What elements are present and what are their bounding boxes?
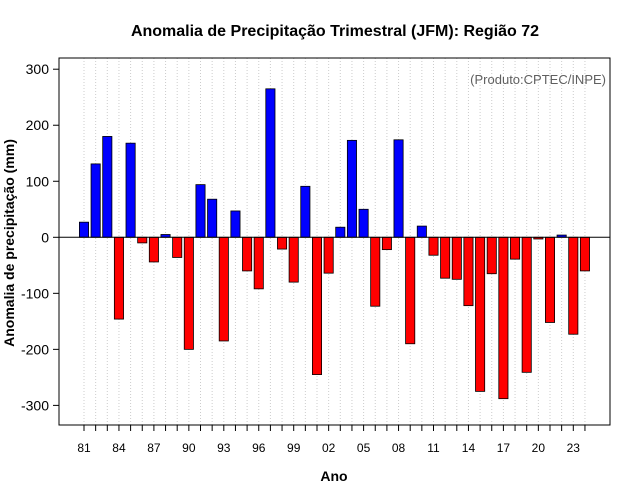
bar-1982: [90, 163, 101, 238]
bar-2018: [510, 236, 521, 260]
bar-1995: [242, 236, 253, 272]
y-tick-label: -200: [21, 341, 49, 357]
x-axis-label: Ano: [320, 468, 347, 484]
x-tick-label: 11: [427, 441, 440, 455]
y-tick-label: 0: [41, 229, 49, 245]
bar-1989: [172, 236, 183, 258]
bar-2021: [545, 236, 556, 323]
x-tick-label: 87: [147, 441, 161, 455]
bar-2003: [335, 226, 346, 238]
y-tick-label: 200: [26, 117, 50, 133]
bar-1999: [288, 236, 299, 283]
chart-title: Anomalia de Precipitação Trimestral (JFM…: [131, 23, 539, 40]
bar-2007: [381, 236, 392, 251]
x-tick-label: 05: [357, 441, 371, 455]
bar-series: [79, 88, 590, 400]
vertical-gridlines: [83, 58, 586, 425]
bar-2006: [370, 236, 381, 307]
y-tick-label: -300: [21, 397, 49, 413]
x-tick-label: 23: [567, 441, 581, 455]
bar-1983: [102, 136, 113, 238]
bar-1997: [265, 88, 276, 238]
bar-2001: [311, 236, 322, 375]
bar-1986: [137, 236, 148, 244]
y-tick-label: -100: [21, 285, 49, 301]
x-tick-label: 02: [322, 441, 336, 455]
x-tick-label: 20: [532, 441, 546, 455]
bar-2009: [405, 236, 416, 345]
y-axis-label: Anomalia de precipitação (mm): [1, 139, 17, 347]
bar-2023: [568, 236, 579, 335]
bar-1990: [183, 236, 194, 350]
x-tick-label: 08: [392, 441, 406, 455]
x-tick-label: 99: [287, 441, 301, 455]
bar-1991: [195, 184, 206, 238]
plot-frame: [58, 57, 611, 426]
x-tick-label: 90: [182, 441, 196, 455]
bar-2002: [323, 236, 334, 274]
bar-1984: [113, 236, 124, 320]
y-tick-label: 100: [26, 173, 50, 189]
bar-2017: [498, 236, 509, 400]
bar-2000: [300, 185, 311, 238]
bar-2005: [358, 208, 369, 238]
bar-2013: [451, 236, 462, 280]
bar-2024: [579, 236, 590, 272]
bar-2010: [416, 225, 427, 238]
bar-2014: [463, 236, 474, 307]
bar-2012: [440, 236, 451, 279]
x-tick-label: 93: [217, 441, 231, 455]
bar-1987: [148, 236, 159, 263]
bar-1996: [253, 236, 264, 290]
x-tick-label: 96: [252, 441, 266, 455]
x-tick-label: 81: [77, 441, 91, 455]
x-tick-label: 14: [462, 441, 476, 455]
bar-1992: [207, 198, 218, 238]
bar-2011: [428, 236, 439, 256]
bar-2015: [475, 236, 486, 392]
bar-1981: [79, 221, 90, 238]
bar-1998: [277, 236, 288, 250]
bar-2016: [486, 236, 497, 275]
bar-2019: [521, 236, 532, 373]
bar-1993: [218, 236, 229, 342]
x-axis: 81 84 87 90 93 96 99 02 05 08 11 14 17 20 23: [77, 425, 586, 455]
bar-2004: [346, 139, 357, 238]
y-axis: 300 200 100 0 -100 -200 -300: [21, 61, 59, 413]
y-tick-label: 300: [26, 61, 50, 77]
bar-1985: [125, 142, 136, 238]
x-tick-label: 17: [497, 441, 511, 455]
x-tick-label: 84: [112, 441, 126, 455]
bar-1994: [230, 210, 241, 238]
bar-2008: [393, 139, 404, 238]
credit-annotation: (Produto:CPTEC/INPE): [470, 72, 606, 87]
